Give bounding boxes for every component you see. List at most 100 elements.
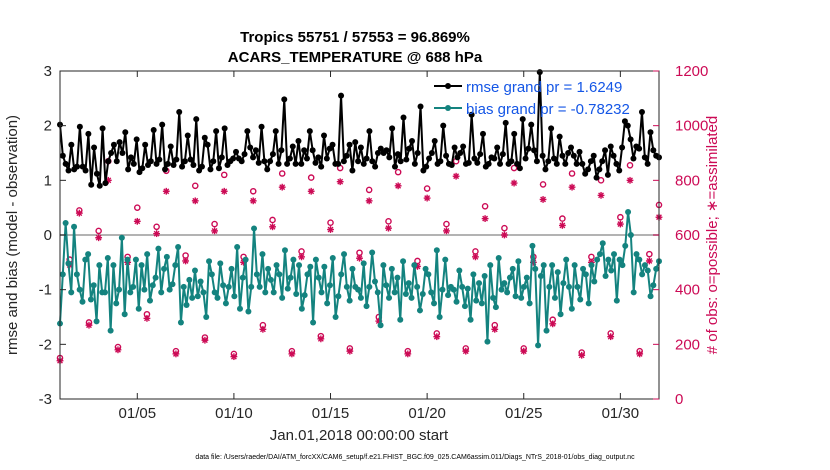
rmse-point bbox=[533, 158, 540, 165]
bias-point bbox=[65, 260, 72, 267]
rmse-point bbox=[451, 144, 458, 151]
obs-possible-point bbox=[133, 204, 141, 211]
obs-assimilated-point bbox=[201, 336, 209, 344]
y2-tick-label: 600 bbox=[675, 227, 700, 244]
legend: rmse grand pr = 1.6249 bias grand pr = -… bbox=[434, 79, 630, 118]
bias-point bbox=[490, 294, 497, 301]
rmse-point bbox=[99, 125, 106, 132]
obs-assimilated-point bbox=[558, 222, 566, 229]
rmse-point bbox=[400, 114, 407, 121]
x-tick-label: 01/10 bbox=[215, 405, 253, 422]
rmse-point bbox=[644, 160, 651, 167]
rmse-point bbox=[258, 123, 265, 130]
obs-possible-point bbox=[211, 220, 218, 228]
bias-point bbox=[408, 294, 415, 301]
rmse-point bbox=[426, 155, 433, 162]
bias-point bbox=[633, 251, 640, 258]
rmse-point bbox=[389, 125, 396, 132]
bias-point bbox=[526, 300, 533, 307]
bias-point bbox=[605, 256, 612, 263]
rmse-point bbox=[88, 181, 95, 188]
rmse-point bbox=[309, 147, 316, 154]
rmse-point bbox=[377, 145, 384, 152]
y-tick-label: 1 bbox=[44, 172, 52, 189]
rmse-point bbox=[431, 137, 438, 144]
bias-point bbox=[498, 286, 505, 293]
bias-point bbox=[445, 292, 452, 299]
rmse-point bbox=[593, 174, 600, 181]
rmse-point bbox=[638, 109, 645, 115]
bias-point bbox=[464, 285, 471, 292]
bias-point bbox=[298, 305, 305, 312]
obs-assimilated-point bbox=[143, 314, 151, 322]
rmse-point bbox=[162, 166, 169, 173]
rmse-point bbox=[352, 139, 359, 146]
bias-point bbox=[116, 286, 123, 293]
bias-point bbox=[568, 305, 575, 312]
rmse-point bbox=[289, 143, 296, 150]
bias-point bbox=[453, 298, 460, 305]
rmse-point bbox=[556, 133, 563, 140]
bias-point bbox=[329, 254, 336, 261]
rmse-point bbox=[176, 109, 183, 115]
rmse-point bbox=[502, 119, 509, 126]
obs-assimilated-point bbox=[385, 224, 392, 232]
rmse-point bbox=[201, 134, 208, 141]
rmse-point bbox=[105, 158, 112, 165]
obs-assimilated-point bbox=[85, 321, 93, 329]
obs-assimilated-point bbox=[153, 230, 161, 238]
bias-point bbox=[577, 296, 584, 303]
bias-point bbox=[363, 303, 370, 310]
bias-point bbox=[599, 240, 606, 247]
obs-possible-point bbox=[153, 223, 160, 231]
bias-point bbox=[217, 260, 224, 267]
rmse-point bbox=[514, 160, 521, 167]
bias-point bbox=[377, 322, 384, 329]
bias-point bbox=[560, 280, 567, 287]
bias-point bbox=[582, 271, 589, 278]
obs-assimilated-point bbox=[433, 333, 441, 341]
obs-possible-point bbox=[539, 181, 547, 188]
rmse-point bbox=[531, 147, 538, 154]
rmse-point bbox=[213, 128, 220, 135]
rmse-point bbox=[323, 155, 330, 162]
rmse-point bbox=[315, 154, 322, 161]
bias-point bbox=[523, 274, 530, 281]
rmse-point bbox=[142, 141, 149, 148]
obs-possible-point bbox=[510, 164, 518, 172]
bias-point bbox=[456, 267, 463, 274]
bias-point bbox=[425, 271, 432, 278]
bias-point bbox=[355, 286, 362, 293]
rmse-point bbox=[627, 136, 634, 143]
rmse-point bbox=[108, 150, 115, 156]
bias-point bbox=[473, 297, 480, 304]
bias-point bbox=[543, 327, 550, 334]
bias-point bbox=[110, 262, 117, 269]
bias-point bbox=[189, 294, 196, 301]
bias-point bbox=[422, 265, 429, 272]
rmse-point bbox=[428, 150, 435, 156]
legend-bias-label: bias grand pr = -0.78232 bbox=[466, 101, 630, 118]
rmse-point bbox=[369, 158, 376, 165]
rmse-point bbox=[179, 163, 186, 170]
obs-assimilated-point bbox=[249, 197, 257, 205]
rmse-point bbox=[267, 158, 274, 165]
rmse-point bbox=[497, 160, 504, 167]
bias-point bbox=[96, 262, 103, 269]
bias-point bbox=[414, 283, 421, 290]
rmse-point bbox=[82, 167, 89, 174]
bias-point bbox=[191, 267, 198, 274]
rmse-point bbox=[409, 137, 416, 144]
rmse-point bbox=[91, 144, 98, 151]
rmse-point bbox=[355, 158, 362, 165]
rmse-point bbox=[65, 167, 72, 174]
x-axis-label: Jan.01,2018 00:00:00 start bbox=[270, 427, 449, 444]
obs-assimilated-point bbox=[636, 350, 644, 358]
y2-tick-label: 400 bbox=[675, 282, 700, 299]
rmse-point bbox=[590, 152, 597, 159]
rmse-point bbox=[318, 163, 325, 170]
bias-point bbox=[90, 282, 97, 289]
rmse-point bbox=[508, 158, 515, 165]
bias-point bbox=[515, 258, 522, 265]
bias-point bbox=[101, 289, 108, 296]
